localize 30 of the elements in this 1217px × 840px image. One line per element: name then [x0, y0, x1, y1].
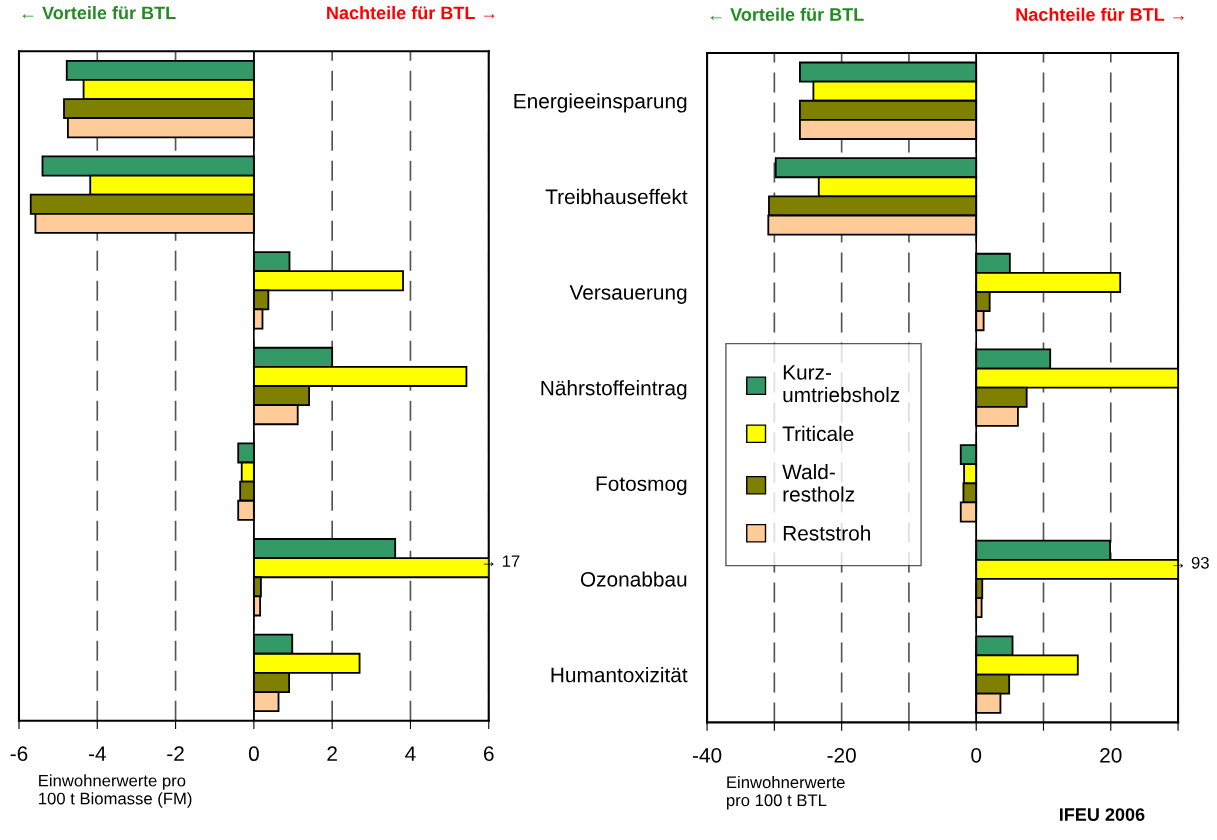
text: ← Vorteile für BTL [22, 6, 176, 20]
legend-label: Wald- restholz [782, 463, 855, 502]
legend-label: Reststroh [783, 525, 870, 541]
x-tick-label: 0 [248, 746, 259, 762]
text: IFEU 2006 [1059, 808, 1145, 821]
annotation: → 17 [483, 555, 520, 567]
legend-label: Triticale [782, 425, 854, 442]
text: Nachteile für BTL → [327, 6, 495, 20]
y-tick-label: Fotosmog [596, 476, 687, 496]
text: Nachteile für BTL → [1016, 7, 1184, 21]
x-tick-label: -2 [167, 746, 184, 761]
x-tick-label: -6 [10, 746, 28, 762]
y-tick-label: Energieeinsparung [514, 93, 687, 113]
y-tick-label: Treibhauseffekt [545, 188, 688, 205]
x-tick-label: -40 [692, 747, 722, 763]
legend-label: Kurz- umtriebsholz [783, 365, 900, 403]
y-tick-label: Versauerung [569, 285, 687, 304]
x-tick-label: -4 [88, 746, 106, 761]
x-tick-label: 20 [1100, 747, 1122, 763]
text: ← Vorteile für BTL [710, 7, 864, 21]
y-tick-label: Ozonabbau [580, 571, 687, 587]
x-tick-label: 6 [484, 746, 494, 762]
y-tick-label: Humantoxizität [551, 667, 688, 683]
x-tick-label: -20 [827, 747, 856, 763]
x-tick-label: 4 [405, 746, 416, 761]
x-tick-label: 0 [971, 747, 982, 763]
x-axis-title: Einwohnerwerte pro 100 t BTL [726, 775, 845, 810]
y-tick-label: Nährstoffeintrag [541, 380, 687, 400]
x-tick-label: 2 [327, 746, 337, 761]
x-axis-title: Einwohnerwerte pro 100 t Biomasse (FM) [39, 774, 192, 808]
